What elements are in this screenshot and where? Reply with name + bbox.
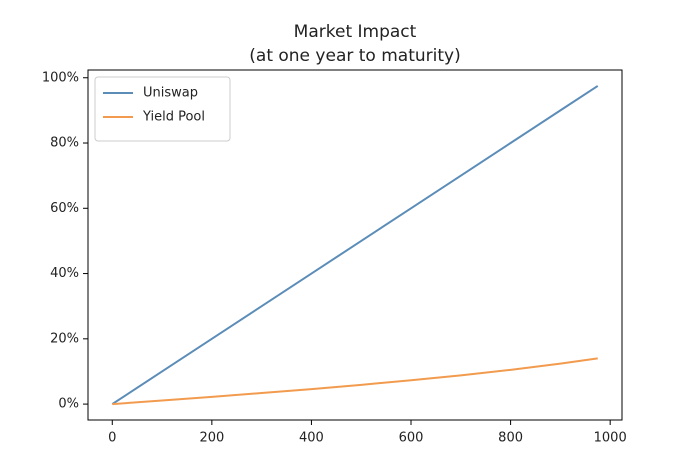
x-tick-label: 1000 — [594, 431, 627, 446]
y-tick-label: 40% — [50, 266, 79, 281]
y-tick-label: 0% — [58, 397, 79, 412]
y-tick-label: 80% — [50, 136, 79, 151]
plot-frame — [87, 69, 623, 421]
legend-label: Yield Pool — [142, 110, 205, 125]
y-tick-label: 20% — [50, 331, 79, 346]
legend-label: Uniswap — [143, 86, 198, 101]
x-tick-label: 800 — [498, 431, 523, 446]
y-tick-label: 100% — [42, 70, 79, 85]
series-line — [111, 85, 599, 405]
x-tick-label: 200 — [199, 431, 224, 446]
series-line — [112, 357, 598, 406]
y-tick-label: 60% — [50, 201, 79, 216]
x-tick-label: 0 — [108, 431, 116, 446]
x-tick-label: 400 — [299, 431, 324, 446]
chart-subtitle: (at one year to maturity) — [249, 46, 460, 66]
x-tick-label: 600 — [399, 431, 424, 446]
chart-title: Market Impact — [294, 22, 417, 42]
